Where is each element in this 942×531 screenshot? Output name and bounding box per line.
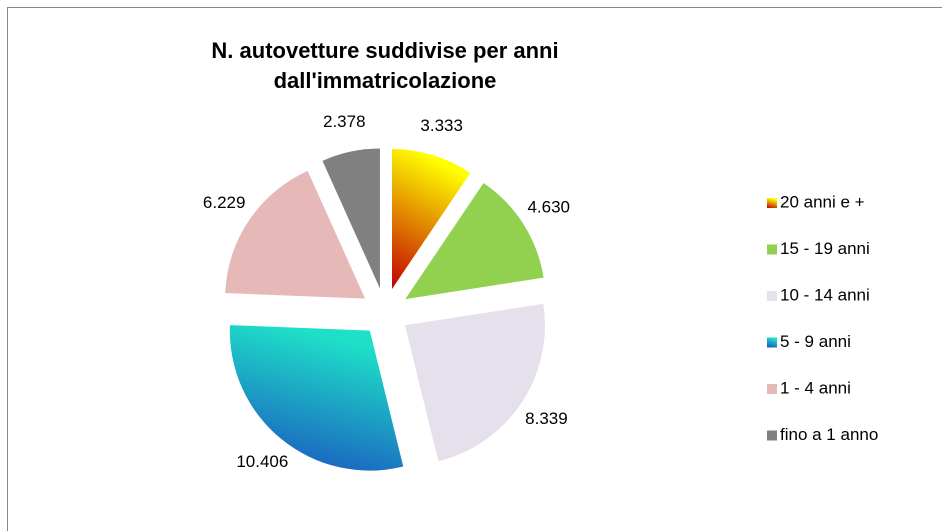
legend-swatch <box>767 244 777 255</box>
pie-slice <box>225 170 366 299</box>
pie-slice <box>404 303 545 462</box>
data-label: 10.406 <box>236 452 288 471</box>
legend-label: 1 - 4 anni <box>780 378 851 397</box>
pie-slice <box>405 183 544 300</box>
pie-slice <box>322 148 380 289</box>
pie-slice <box>229 325 404 471</box>
legend-label: 20 anni e + <box>780 192 865 211</box>
legend-label: fino a 1 anno <box>780 425 878 444</box>
data-label: 4.630 <box>527 197 570 216</box>
chart-title: N. autovetture suddivise per anni <box>211 38 558 63</box>
data-label: 8.339 <box>525 409 568 428</box>
legend-label: 15 - 19 anni <box>780 239 870 258</box>
legend-swatch <box>767 384 777 394</box>
legend-swatch <box>767 430 777 441</box>
legend-swatch <box>767 198 777 208</box>
data-label: 3.333 <box>420 116 463 135</box>
legend-label: 5 - 9 anni <box>780 332 851 351</box>
chart-border <box>7 7 942 531</box>
legend-label: 10 - 14 anni <box>780 285 870 304</box>
pie-slice <box>392 149 471 290</box>
data-label: 2.378 <box>323 112 366 131</box>
legend-swatch <box>767 337 777 348</box>
legend-swatch <box>767 291 777 301</box>
data-label: 6.229 <box>203 193 246 212</box>
chart-title: dall'immatricolazione <box>274 68 497 93</box>
